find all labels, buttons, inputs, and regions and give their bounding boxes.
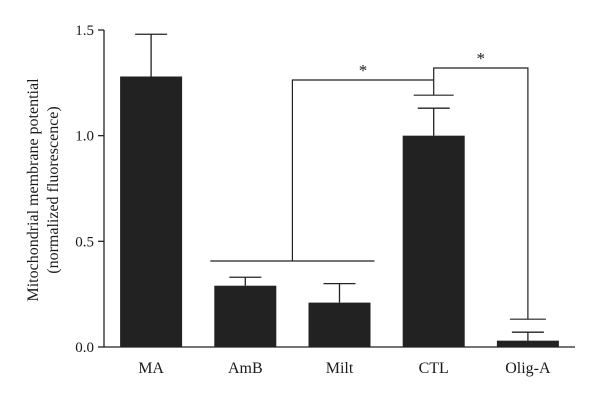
bar-milt — [308, 302, 371, 347]
y-tick-label: 0.0 — [75, 340, 94, 356]
bar-olig-a — [496, 340, 559, 347]
y-tick-label: 1.0 — [75, 129, 94, 145]
significance-bracket-1 — [291, 79, 435, 261]
y-axis-title-line2: (normalized fluorescence) — [45, 106, 62, 273]
y-tick-label: 0.5 — [75, 234, 94, 250]
y-tick-label: 1.5 — [75, 23, 94, 39]
significance-star-2: * — [477, 49, 486, 68]
significance-star-1: * — [359, 61, 368, 80]
y-axis-title: Mitochondrial membrane potential (normal… — [25, 78, 62, 302]
bar-ma — [120, 76, 183, 347]
bar-amb — [214, 285, 277, 347]
significance-bracket-2 — [433, 67, 529, 320]
x-tick-label: Olig-A — [505, 360, 551, 377]
x-tick-label: CTL — [419, 360, 449, 377]
x-tick-label: AmB — [228, 360, 263, 377]
y-axis-title-line1: Mitochondrial membrane potential — [25, 78, 42, 302]
x-tick-label: Milt — [326, 360, 354, 377]
x-tick-label: MA — [138, 360, 164, 377]
bar-ctl — [402, 135, 465, 347]
plot-area: MA AmB Milt CTL Olig-A 0.0 0.5 1.0 1.5 * * — [75, 23, 575, 377]
